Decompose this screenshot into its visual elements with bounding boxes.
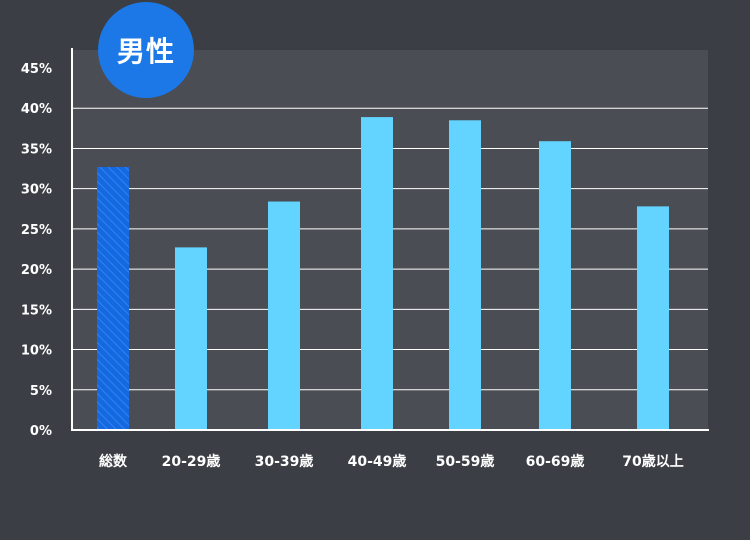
bar-age-group: [449, 120, 481, 431]
y-tick-label: 30%: [21, 183, 52, 198]
y-tick-label: 45%: [21, 62, 52, 77]
x-tick-label: 70歳以上: [622, 453, 683, 470]
x-tick-label: 総数: [99, 453, 128, 470]
x-tick-label: 50-59歳: [436, 453, 495, 470]
y-axis-ticks: 0% 5% 10% 15% 20% 25% 30% 35% 40% 45%: [21, 62, 52, 439]
x-tick-label: 30-39歳: [255, 453, 314, 470]
y-tick-label: 5%: [30, 384, 52, 399]
y-tick-label: 0%: [30, 424, 52, 439]
bar-age-group: [539, 141, 571, 430]
y-tick-label: 40%: [21, 102, 52, 117]
x-tick-label: 20-29歳: [162, 453, 221, 470]
x-tick-label: 40-49歳: [348, 453, 407, 470]
y-tick-label: 20%: [21, 263, 52, 278]
y-tick-label: 35%: [21, 142, 52, 157]
bar-total: [97, 166, 129, 431]
x-axis-ticks: 総数 20-29歳 30-39歳 40-49歳 50-59歳 60-69歳 70歳以上: [99, 453, 684, 470]
y-tick-label: 25%: [21, 223, 52, 238]
bar-age-group: [637, 206, 669, 430]
bars: [97, 117, 669, 431]
bar-age-group: [175, 247, 207, 430]
y-tick-label: 15%: [21, 303, 52, 318]
gender-badge: 男性: [98, 2, 194, 98]
bar-age-group: [361, 117, 393, 431]
x-tick-label: 60-69歳: [526, 453, 585, 470]
y-tick-label: 10%: [21, 344, 52, 359]
bar-age-group: [268, 201, 300, 430]
badge-label: 男性: [116, 35, 175, 68]
